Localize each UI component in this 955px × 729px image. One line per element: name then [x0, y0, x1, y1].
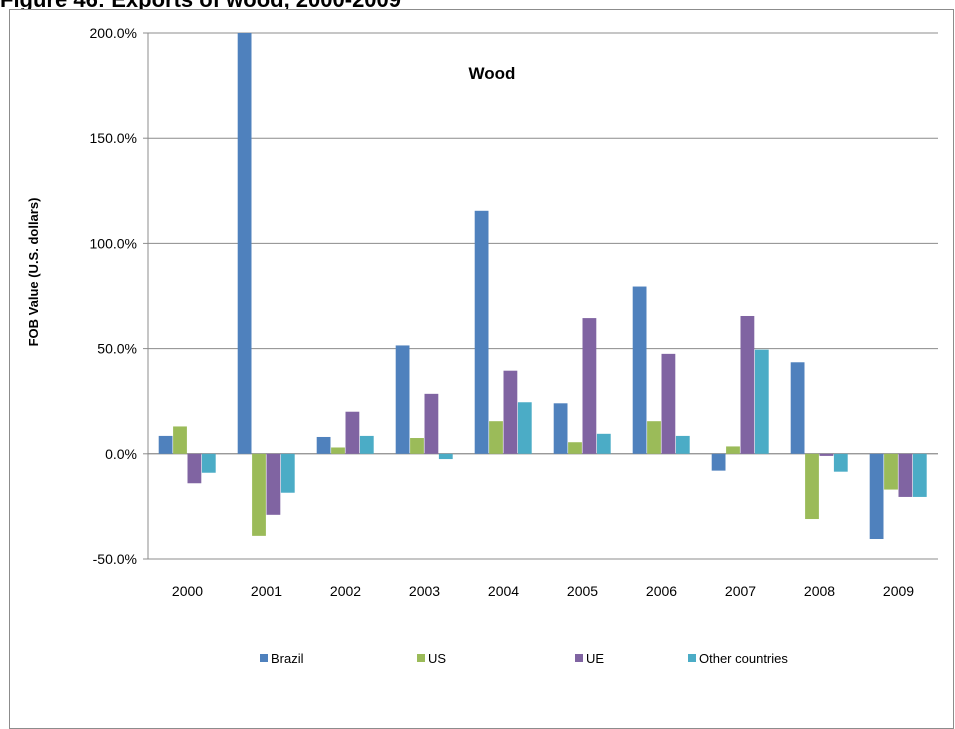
legend-label: US	[428, 651, 446, 666]
bar-us-2007	[726, 446, 740, 454]
legend-swatch	[260, 654, 268, 662]
x-tick-label: 2002	[330, 583, 361, 599]
y-tick-label: 50.0%	[97, 341, 137, 357]
x-tick-label: 2008	[804, 583, 835, 599]
bar-other-countries-2009	[912, 453, 927, 497]
bar-us-2002	[331, 447, 345, 454]
bar-brazil-2005	[553, 403, 568, 454]
bar-ue-2005	[582, 318, 597, 454]
bar-ue-2002	[345, 411, 360, 454]
bar-brazil-2000	[158, 435, 173, 454]
x-tick-labels: 2000 2001 2002 2003 2004 2005 2006 2007 2008 2009	[172, 583, 914, 599]
x-tick-label: 2009	[883, 583, 914, 599]
bar-ue-2007	[740, 315, 755, 454]
bars	[158, 33, 927, 540]
bar-other-countries-2005	[596, 433, 611, 454]
bar-us-2008	[805, 453, 819, 520]
bar-brazil-2006	[632, 286, 647, 454]
bar-brazil-2007	[711, 453, 726, 471]
bar-ue-2009	[898, 453, 913, 497]
legend-label: UE	[586, 651, 604, 666]
bar-brazil-2002	[316, 436, 331, 454]
bar-ue-2004	[503, 370, 518, 454]
bar-ue-2008	[819, 453, 834, 456]
bar-us-2009	[884, 453, 898, 490]
bar-other-countries-2002	[359, 435, 374, 454]
x-tick-label: 2000	[172, 583, 203, 599]
x-tick-label: 2006	[646, 583, 677, 599]
bar-chart: -50.0%0.0%50.0%100.0%150.0%200.0% 2000 20…	[26, 25, 938, 666]
bar-other-countries-2008	[833, 453, 848, 472]
bar-ue-2001	[266, 453, 281, 515]
bar-brazil-2008	[790, 362, 805, 454]
bar-ue-2006	[661, 353, 676, 454]
legend-label: Brazil	[271, 651, 304, 666]
bar-other-countries-2001	[280, 453, 295, 493]
bar-ue-2003	[424, 393, 439, 454]
bar-brazil-2001	[237, 33, 252, 454]
legend: Brazil US UE Other countries	[260, 651, 788, 666]
y-tick-label: 200.0%	[90, 25, 137, 41]
y-tick-labels: -50.0% 0.0% 50.0% 100.0% 150.0% 200.0%	[90, 25, 137, 567]
bar-us-2000	[173, 426, 187, 454]
legend-swatch	[417, 654, 425, 662]
y-tick-label: 100.0%	[90, 235, 137, 251]
bar-other-countries-2006	[675, 435, 690, 454]
x-tick-label: 2005	[567, 583, 598, 599]
bar-us-2004	[489, 421, 503, 454]
x-tick-label: 2007	[725, 583, 756, 599]
bar-us-2006	[647, 421, 661, 454]
x-tick-label: 2004	[488, 583, 519, 599]
bar-other-countries-2007	[754, 349, 769, 454]
y-tick-label: 0.0%	[105, 446, 137, 462]
bar-brazil-2003	[395, 345, 410, 454]
y-tick-label: -50.0%	[93, 551, 137, 567]
chart-title: Wood	[469, 64, 516, 83]
bar-other-countries-2003	[438, 453, 453, 460]
bar-other-countries-2000	[201, 453, 216, 473]
bar-us-2001	[252, 453, 266, 536]
bar-brazil-2004	[474, 210, 489, 454]
y-axis-label: FOB Value (U.S. dollars)	[26, 198, 41, 347]
bar-brazil-2009	[869, 453, 884, 540]
y-tick-label: 150.0%	[90, 130, 137, 146]
legend-swatch	[575, 654, 583, 662]
bar-us-2003	[410, 438, 424, 454]
legend-swatch	[688, 654, 696, 662]
bar-us-2005	[568, 442, 582, 454]
legend-label: Other countries	[699, 651, 788, 666]
x-tick-label: 2003	[409, 583, 440, 599]
bar-ue-2000	[187, 453, 202, 484]
x-tick-label: 2001	[251, 583, 282, 599]
bar-other-countries-2004	[517, 402, 532, 454]
